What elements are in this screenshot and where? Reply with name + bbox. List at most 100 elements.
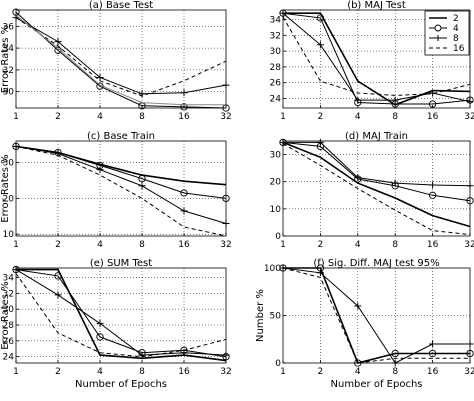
- y-tick-label: 26: [3, 337, 15, 347]
- y-tick-label: 10: [3, 230, 15, 240]
- y-tick-label: 50: [270, 312, 282, 322]
- series-line-8: [282, 267, 470, 364]
- x-tick-label: 32: [464, 240, 474, 250]
- legend-label: 2: [453, 14, 459, 24]
- data-point: [316, 138, 324, 146]
- data-point: [54, 272, 62, 280]
- y-tick-label: 26: [270, 79, 282, 89]
- chart-panel-4: 1 2 4 8 16 32 0 10 20 30 (d) MAJ Train: [270, 131, 474, 250]
- x-tick-label: 32: [220, 367, 231, 377]
- x-tick-label: 4: [97, 367, 103, 377]
- chart-title: (d) MAJ Train: [345, 131, 408, 142]
- series-line-8: [15, 269, 227, 356]
- chart-title: (f) Sig. Diff. MAJ test 95%: [313, 258, 439, 269]
- y-axis-label: Error Rates %: [0, 281, 11, 349]
- x-tick-label: 16: [427, 112, 439, 122]
- data-point: [138, 182, 146, 190]
- legend-label: 4: [453, 24, 459, 34]
- x-tick-label: 8: [392, 240, 398, 250]
- data-point: [354, 174, 362, 182]
- x-tick-label: 8: [139, 112, 145, 122]
- x-tick-label: 32: [220, 240, 231, 250]
- y-tick-label: 20: [3, 194, 15, 204]
- data-point: [316, 142, 325, 151]
- y-tick-label: 30: [270, 151, 282, 161]
- y-tick-label: 36: [3, 22, 15, 32]
- data-point: [316, 14, 325, 22]
- series-line-8: [282, 12, 471, 103]
- x-tick-label: 2: [318, 367, 324, 377]
- data-point: [180, 207, 188, 215]
- y-tick-label: 30: [3, 159, 15, 169]
- legend-marker: [435, 35, 441, 41]
- x-tick-label: 16: [178, 367, 190, 377]
- y-axis-label: Error Rates %: [0, 154, 11, 222]
- y-tick-label: 28: [3, 321, 15, 331]
- x-tick-label: 4: [355, 367, 361, 377]
- y-tick-label: 20: [270, 178, 282, 188]
- data-point: [96, 319, 104, 327]
- x-tick-label: 16: [427, 367, 439, 377]
- y-tick-label: 32: [3, 289, 14, 299]
- series-line-2: [283, 141, 471, 187]
- y-tick-label: 10: [270, 205, 282, 215]
- series-line-8: [15, 17, 227, 97]
- y-tick-label: 100: [264, 264, 281, 274]
- plot-frame: [282, 9, 471, 109]
- chart-title: (c) Base Train: [87, 131, 155, 142]
- y-tick-label: 30: [3, 88, 15, 98]
- data-point: [96, 333, 104, 341]
- y-tick-label: 34: [3, 44, 15, 54]
- data-point: [391, 96, 399, 104]
- y-tick-label: 30: [270, 47, 282, 57]
- data-point: [138, 351, 146, 359]
- legend-marker: [434, 24, 442, 32]
- x-tick-label: 4: [355, 112, 361, 122]
- x-tick-label: 2: [55, 367, 61, 377]
- series-line-8: [282, 141, 471, 228]
- data-point: [429, 181, 437, 189]
- series-line-16: [15, 15, 226, 106]
- x-tick-label: 16: [427, 240, 439, 250]
- plot-frame: [15, 140, 227, 237]
- x-tick-label: 1: [280, 367, 286, 377]
- x-tick-label: 8: [392, 367, 398, 377]
- data-point: [428, 349, 437, 358]
- x-tick-label: 4: [97, 112, 103, 122]
- x-tick-label: 8: [139, 240, 145, 250]
- x-axis-label: Number of Epochs: [75, 379, 167, 390]
- data-point: [316, 269, 324, 277]
- series-line-2: [16, 268, 227, 362]
- series-line-16: [15, 145, 227, 237]
- legend-label: 8: [453, 34, 459, 44]
- data-point: [54, 291, 62, 299]
- x-tick-label: 32: [220, 112, 231, 122]
- x-tick-label: 2: [318, 240, 324, 250]
- y-tick-label: 24: [270, 95, 282, 105]
- data-point: [429, 340, 437, 348]
- data-point: [180, 89, 188, 97]
- x-tick-label: 1: [13, 240, 19, 250]
- data-point: [391, 349, 399, 358]
- y-tick-label: 0: [275, 232, 281, 242]
- x-tick-label: 4: [355, 240, 361, 250]
- x-tick-label: 1: [13, 112, 19, 122]
- y-axis-label: Error Rates %: [0, 25, 11, 93]
- data-point: [180, 103, 188, 111]
- x-tick-label: 1: [13, 367, 19, 377]
- x-tick-label: 1: [280, 112, 286, 122]
- data-point: [391, 182, 399, 190]
- data-point: [354, 96, 362, 104]
- x-tick-label: 1: [280, 240, 286, 250]
- data-point: [138, 174, 146, 183]
- series-line-16: [282, 143, 471, 236]
- chart-panel-3: 1 2 4 8 16 32 10 20 30 (c) Base Train Error Rates …: [0, 131, 232, 250]
- chart-panel-6: 1 2 4 8 16 32 0 50 100 (f) Sig. Diff. MAJ test 95…: [255, 258, 474, 390]
- plot-frame: [15, 9, 227, 109]
- series-line-2: [15, 17, 227, 95]
- x-tick-label: 2: [55, 112, 61, 122]
- x-tick-label: 16: [178, 112, 190, 122]
